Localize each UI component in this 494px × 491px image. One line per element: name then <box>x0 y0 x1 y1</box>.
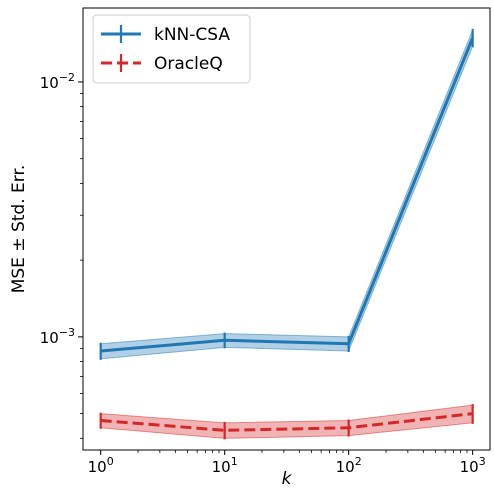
y-axis-label: MSE ± Std. Err. <box>9 165 29 294</box>
plot-frame <box>82 7 491 451</box>
series-line-0 <box>100 37 475 353</box>
legend-box <box>92 14 251 84</box>
y-tick-label: 10−3 <box>40 326 75 347</box>
x-axis-label: k <box>282 469 293 489</box>
error-band-1 <box>100 404 474 439</box>
x-tick-label: 101 <box>212 455 238 476</box>
x-tick-label: 103 <box>460 455 486 476</box>
y-axis-ticks: 10−3 10−2 <box>40 71 83 439</box>
legend: kNN-CSA OracleQ <box>92 14 251 84</box>
error-bands <box>100 29 474 439</box>
x-tick-label: 102 <box>336 455 362 476</box>
series-lines <box>100 37 475 432</box>
y-tick-label: 10−2 <box>40 71 75 92</box>
x-axis-ticks: 100 101 102 103 <box>88 450 486 476</box>
legend-label: kNN-CSA <box>154 25 230 45</box>
error-bars <box>99 28 474 440</box>
x-tick-label: 100 <box>88 455 114 476</box>
legend-label: OracleQ <box>154 54 223 74</box>
series-line-1 <box>100 412 473 432</box>
